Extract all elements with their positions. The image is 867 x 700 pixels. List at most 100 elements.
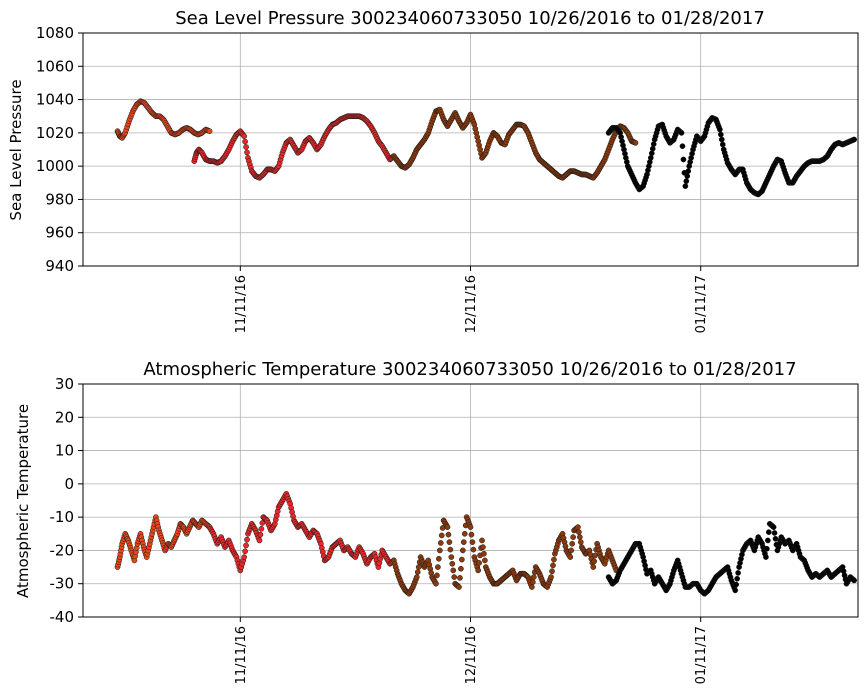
data-point [241,133,247,140]
data-point [241,554,247,560]
data-point [444,524,451,530]
data-series [114,98,213,141]
data-point [683,178,690,184]
data-series [191,113,397,181]
data-point [649,145,656,152]
data-point [682,183,689,189]
data-point [529,579,536,585]
data-point [568,547,575,554]
data-point [548,574,554,580]
data-point [449,560,456,567]
y-tick-label: 1040 [36,91,74,109]
x-tick-label: 11/11/16 [234,626,249,684]
data-point [258,525,265,532]
data-point [448,554,455,560]
data-series [390,106,639,181]
x-tick-label: 12/11/16 [464,626,479,684]
chart-title: Sea Level Pressure 300234060733050 10/26… [175,8,765,29]
data-point [244,149,250,156]
data-point [242,138,248,145]
data-point [576,529,582,535]
data-point [567,554,574,560]
y-tick-label: 10 [55,442,74,460]
data-point [468,531,475,538]
data-point [434,572,440,579]
data-point [433,580,439,587]
data-point [684,173,691,179]
y-axis-label: Sea Level Pressure [7,79,25,220]
data-point [482,557,488,564]
x-tick-label: 12/11/16 [464,275,479,333]
data-point [733,581,740,588]
data-point [479,537,485,544]
data-point [436,547,443,554]
data-point [243,542,249,549]
x-tick-label: 01/11/17 [694,275,709,333]
data-point [460,539,467,545]
data-point [415,564,422,570]
data-point [458,565,464,572]
data-point [679,143,686,150]
y-tick-label: -40 [50,608,75,626]
atmospheric-temperature-panel: -40 -30 -20 -10 0 10 20 30 11/11/16 12/11/16 01/11… [14,359,859,684]
data-point [530,574,537,580]
data-point [771,530,778,536]
data-point [576,534,583,540]
y-tick-label: 1060 [36,57,74,75]
y-tick-label: 980 [45,190,74,208]
data-point [435,555,442,562]
data-point [243,144,249,150]
data-point [680,156,687,163]
data-point [632,139,639,146]
data-point [445,531,452,538]
data-point [451,574,458,580]
data-point [648,150,655,157]
data-point [257,531,264,538]
y-tick-label: -10 [50,508,75,526]
y-tick-label: 940 [45,257,74,275]
data-series [605,115,858,198]
data-point [770,524,777,530]
data-point [549,568,555,575]
data-point [732,587,739,594]
data-point [569,540,576,547]
chart-title: Atmospheric Temperature 300234060733050 … [143,359,796,380]
data-point [450,567,457,574]
data-series [114,514,213,570]
data-point [647,154,654,161]
data-point [764,537,771,544]
data-point [763,554,769,560]
data-point [206,128,213,135]
data-point [446,539,453,545]
x-tick-label: 11/11/16 [234,275,249,333]
y-tick-label: 1020 [36,124,74,142]
y-tick-label: 0 [64,475,74,493]
data-point [256,537,263,544]
x-tick-label: 01/11/17 [694,626,709,684]
y-tick-label: -20 [50,541,75,559]
data-point [413,574,420,580]
data-point [851,136,858,143]
data-point [650,141,657,147]
data-point [685,168,692,174]
data-point [734,575,740,582]
data-point [475,567,482,574]
data-point [447,546,454,553]
y-tick-label: 30 [55,375,74,393]
data-point [570,534,576,540]
data-point [459,547,466,554]
data-point [481,550,487,557]
data-point [414,569,421,575]
data-point [592,552,599,559]
y-tick-label: -30 [50,575,75,593]
data-point [435,564,441,570]
y-tick-label: 960 [45,224,74,242]
data-series [390,514,620,597]
data-point [765,529,772,535]
data-point [577,539,584,545]
data-point [437,540,444,546]
data-point [735,570,741,576]
data-point [717,126,723,133]
data-point [772,535,779,542]
